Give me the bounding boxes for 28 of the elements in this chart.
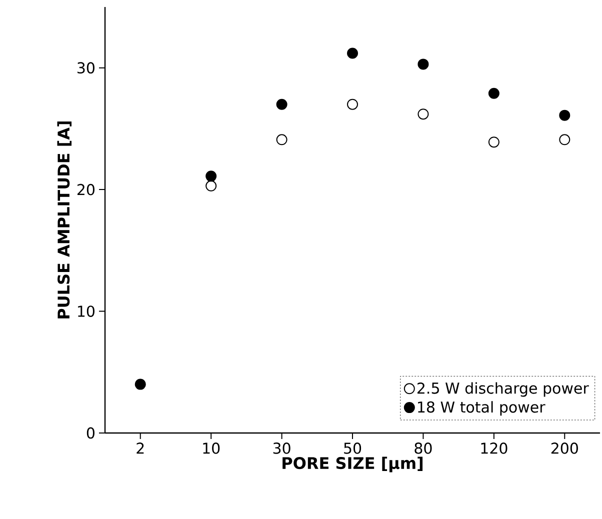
x-axis-title: PORE SIZE [µm]	[282, 456, 423, 472]
x-tick-label: 50	[344, 442, 362, 454]
point	[559, 110, 570, 121]
x-tick-label: 2	[136, 442, 144, 454]
x-tick-label: 10	[203, 442, 220, 454]
y-tick-label: 20	[77, 184, 94, 196]
point	[559, 134, 570, 146]
point	[488, 88, 500, 99]
point	[276, 134, 288, 146]
legend-label: 2.5 W discharge power	[417, 382, 589, 397]
x-tick-label: 30	[273, 442, 290, 454]
point	[347, 48, 358, 59]
point	[276, 98, 288, 110]
y-tick-label: 10	[78, 306, 94, 317]
point	[418, 108, 429, 120]
point	[347, 98, 358, 110]
y-tick-label: 30	[78, 62, 94, 74]
x-tick-label: 120	[481, 442, 508, 454]
x-tick-label: 80	[414, 442, 432, 454]
y-tick-label: 0	[86, 427, 94, 439]
point	[418, 58, 429, 70]
y-axis-title: PULSE AMPLITUDE [A]	[57, 121, 72, 318]
x-tick-label: 200	[551, 442, 578, 454]
point	[206, 180, 217, 192]
legend-label: 18 W total power	[418, 401, 546, 416]
point	[488, 136, 500, 148]
point	[206, 170, 217, 182]
point	[134, 378, 146, 390]
